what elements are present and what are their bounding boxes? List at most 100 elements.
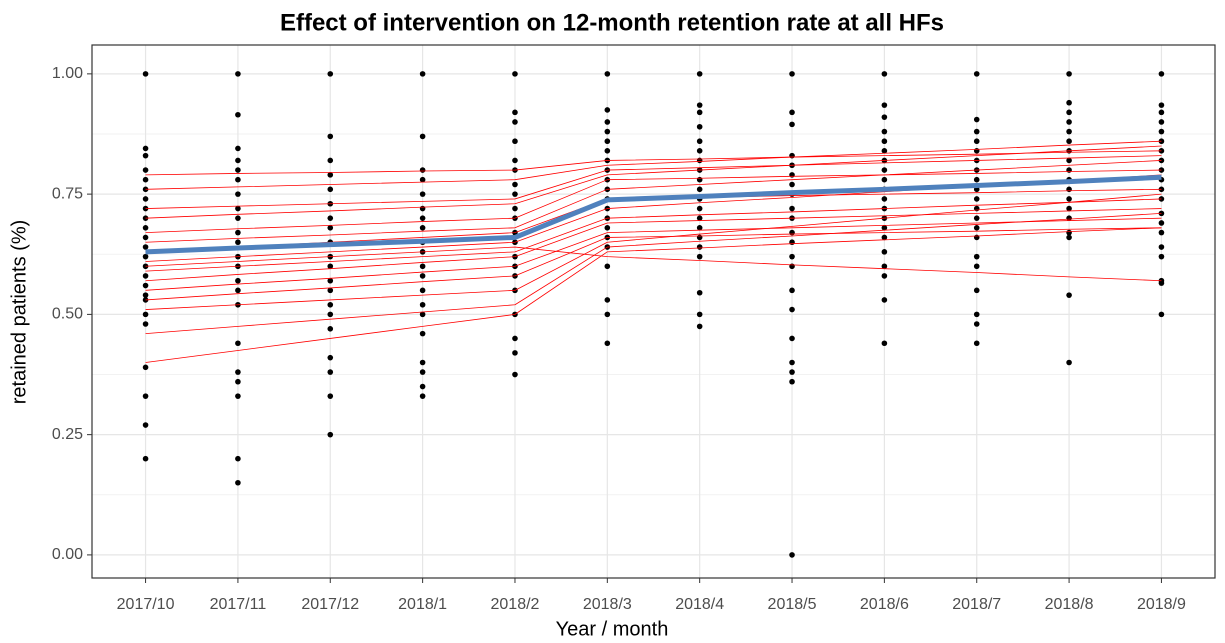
data-point xyxy=(142,244,149,250)
data-point xyxy=(142,176,149,183)
data-point xyxy=(512,335,518,342)
data-point xyxy=(1066,186,1072,193)
data-point xyxy=(327,311,334,318)
data-point xyxy=(512,138,518,145)
data-point xyxy=(973,253,980,260)
data-point xyxy=(142,321,149,327)
data-point xyxy=(1066,229,1072,236)
data-point xyxy=(142,311,149,318)
data-point xyxy=(696,102,703,108)
data-point xyxy=(327,354,334,361)
data-point xyxy=(142,455,149,462)
data-point xyxy=(235,340,241,347)
data-point xyxy=(512,191,518,197)
data-point xyxy=(142,152,149,159)
data-point xyxy=(973,234,980,241)
data-point xyxy=(881,224,888,231)
data-point xyxy=(512,350,518,356)
data-point xyxy=(881,263,888,270)
data-point xyxy=(1158,71,1165,77)
data-point xyxy=(235,479,241,486)
data-point xyxy=(1066,359,1072,366)
data-point xyxy=(1066,205,1072,212)
data-point xyxy=(142,253,149,260)
data-point xyxy=(789,205,795,212)
y-tick-label: 1.00 xyxy=(52,65,83,82)
data-point xyxy=(327,326,334,332)
data-point xyxy=(789,306,795,313)
data-point xyxy=(604,128,611,135)
data-point xyxy=(881,114,888,120)
data-point xyxy=(419,215,426,221)
data-point xyxy=(1158,229,1165,236)
data-point xyxy=(327,186,334,193)
facility-line xyxy=(145,227,1162,301)
data-point xyxy=(789,263,795,270)
data-point xyxy=(235,239,241,246)
data-point xyxy=(419,393,426,399)
data-point xyxy=(973,128,980,135)
y-tick-label: 0.75 xyxy=(52,185,83,202)
x-tick-label: 2017/10 xyxy=(117,596,175,613)
data-point xyxy=(327,287,334,294)
data-point xyxy=(881,297,888,303)
data-point xyxy=(235,378,241,385)
data-point xyxy=(142,364,149,371)
data-point xyxy=(419,263,426,270)
facility-line xyxy=(145,227,1162,363)
x-tick-label: 2018/3 xyxy=(583,596,632,613)
data-point xyxy=(881,138,888,145)
data-point xyxy=(973,196,980,202)
data-point xyxy=(604,311,611,318)
data-point xyxy=(696,109,703,116)
chart-title: Effect of intervention on 12-month reten… xyxy=(280,9,944,36)
data-point xyxy=(327,224,334,231)
data-point xyxy=(1158,244,1165,250)
data-point xyxy=(327,393,334,399)
data-point xyxy=(696,138,703,145)
data-point xyxy=(142,297,149,303)
data-point xyxy=(235,229,241,236)
data-point xyxy=(419,330,426,337)
data-point xyxy=(235,287,241,294)
data-point xyxy=(696,186,703,193)
data-point xyxy=(327,277,334,284)
data-point xyxy=(1158,102,1165,108)
facility-line xyxy=(145,140,1162,190)
data-point xyxy=(1066,292,1072,298)
data-point xyxy=(235,393,241,399)
data-point xyxy=(881,102,888,108)
data-point xyxy=(327,157,334,164)
data-point xyxy=(881,273,888,279)
data-point xyxy=(789,359,795,366)
data-point xyxy=(235,111,241,118)
data-point xyxy=(973,287,980,294)
data-point xyxy=(789,181,795,188)
y-axis-title: retained patients (%) xyxy=(8,220,30,405)
x-tick-label: 2017/11 xyxy=(210,596,267,613)
data-point xyxy=(696,123,703,130)
data-point xyxy=(419,287,426,294)
data-point xyxy=(235,145,241,152)
data-point xyxy=(512,119,518,125)
facility-line xyxy=(145,208,1162,282)
data-point xyxy=(973,321,980,327)
data-point xyxy=(512,157,518,164)
data-point xyxy=(789,121,795,128)
data-point xyxy=(419,369,426,375)
x-tick-label: 2018/9 xyxy=(1137,596,1186,613)
x-axis-title: Year / month xyxy=(556,618,669,640)
data-point xyxy=(512,371,518,378)
data-point xyxy=(1066,157,1072,164)
data-point xyxy=(1158,128,1165,135)
data-point xyxy=(696,176,703,183)
data-point xyxy=(327,263,334,270)
x-tick-label: 2018/4 xyxy=(675,596,724,613)
facility-line xyxy=(145,217,1162,291)
data-point xyxy=(235,157,241,164)
data-point xyxy=(142,263,149,270)
plot-background xyxy=(92,45,1215,578)
data-point xyxy=(1158,253,1165,260)
facility-line xyxy=(145,212,1162,335)
data-point xyxy=(696,215,703,221)
